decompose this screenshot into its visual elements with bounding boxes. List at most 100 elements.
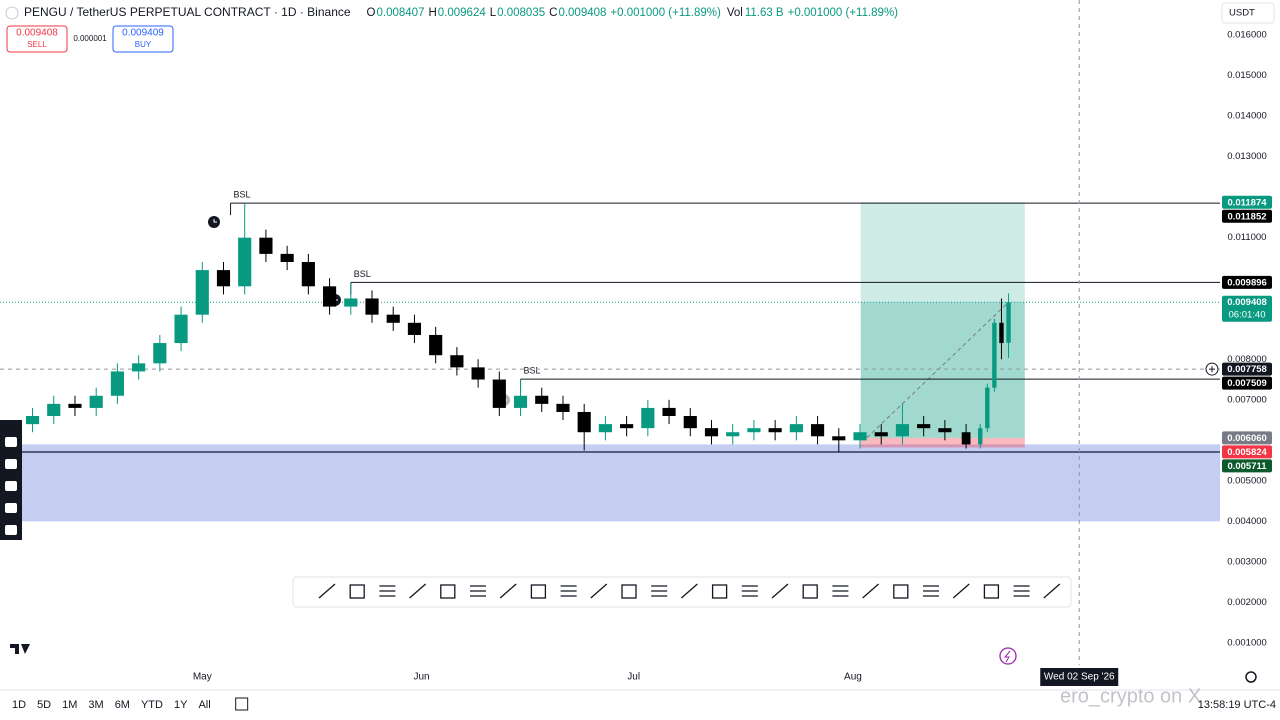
crosshair-time-box	[1040, 668, 1119, 686]
candle-body	[280, 253, 294, 262]
draw-tool[interactable]	[349, 584, 365, 599]
candle-body	[174, 314, 188, 344]
candle-body	[89, 395, 103, 408]
candle-body	[999, 322, 1004, 344]
toolbar-icon[interactable]	[5, 459, 17, 469]
y-tick-label: 0.002000	[1227, 597, 1267, 608]
replay-bolt	[1003, 650, 1011, 663]
draw-tool[interactable]	[893, 584, 909, 599]
position-stop-zone	[860, 437, 1025, 448]
settings-icon[interactable]	[1245, 671, 1257, 683]
draw-tool[interactable]	[771, 583, 789, 599]
legend-text: O	[367, 7, 376, 19]
y-tick-label: 0.015000	[1227, 70, 1267, 81]
timeframe-button[interactable]: 5D	[37, 699, 51, 711]
bsl-label: BSL	[234, 190, 251, 200]
draw-tool[interactable]	[952, 583, 970, 599]
draw-tool[interactable]	[651, 585, 668, 597]
timeframe-button[interactable]: 1M	[62, 699, 77, 711]
draw-tool[interactable]	[409, 583, 427, 599]
timeframe-button[interactable]: YTD	[141, 699, 163, 711]
sell-button[interactable]	[6, 25, 68, 53]
bsl-label: BSL	[354, 269, 371, 279]
candle-body	[153, 343, 167, 364]
candle-body	[985, 387, 990, 429]
y-tick-label: 0.013000	[1227, 151, 1267, 162]
toolbar-icon[interactable]	[5, 525, 17, 535]
timeframe-button[interactable]: 3M	[88, 699, 103, 711]
replay-icon[interactable]	[999, 647, 1017, 665]
candle-body	[47, 403, 61, 417]
x-tick-label: Aug	[844, 672, 862, 683]
legend-text: +0.001000 (+11.89%)	[610, 7, 721, 19]
price-badge-label: 0.007758	[1227, 364, 1267, 375]
candle-body	[344, 298, 358, 307]
draw-tool[interactable]	[832, 585, 849, 597]
candle-body	[429, 334, 443, 356]
candle-body	[598, 424, 612, 433]
y-tick-label: 0.003000	[1227, 556, 1267, 567]
draw-tool[interactable]	[560, 585, 577, 597]
candle-body	[978, 428, 983, 445]
draw-tool[interactable]	[470, 585, 486, 597]
candle-body	[641, 407, 655, 429]
draw-tool[interactable]	[741, 585, 758, 597]
candle-body	[853, 432, 867, 441]
candle-body	[683, 416, 697, 429]
draw-tool[interactable]	[590, 583, 608, 599]
candle-body	[301, 261, 315, 287]
symbol-icon	[5, 6, 19, 20]
candle-body	[747, 428, 761, 433]
draw-tool[interactable]	[680, 583, 698, 599]
watermark: ero_crypto on X	[1060, 685, 1201, 707]
timeframe-button[interactable]: 6M	[115, 699, 130, 711]
draw-tool[interactable]	[983, 584, 1000, 599]
bsl-label: BSL	[524, 366, 541, 376]
timeframe-button[interactable]: 1Y	[174, 699, 188, 711]
draw-tool[interactable]	[923, 585, 939, 597]
draw-tool[interactable]	[1043, 583, 1061, 599]
x-tick-label: Jul	[627, 672, 640, 683]
draw-tool[interactable]	[862, 583, 880, 599]
timeframe-button[interactable]: 1D	[12, 699, 26, 711]
draw-tool[interactable]	[499, 583, 517, 599]
toolbar-icon[interactable]	[5, 481, 17, 491]
draw-tool[interactable]	[379, 585, 396, 597]
candle-body	[577, 411, 591, 433]
draw-tool[interactable]	[711, 584, 728, 599]
toolbar-icon[interactable]	[5, 503, 17, 513]
legend-text: 0.009624	[438, 7, 487, 19]
legend-text: 0.008035	[497, 7, 545, 19]
price-badge	[1222, 445, 1272, 459]
position-target-zone	[860, 202, 1025, 438]
draw-tool[interactable]	[621, 584, 637, 599]
buy-button[interactable]	[112, 25, 174, 53]
y-tick-label: 0.011000	[1228, 232, 1267, 243]
draw-tool[interactable]	[802, 584, 818, 599]
toolbar-icon[interactable]	[5, 437, 17, 447]
price-badge	[1222, 275, 1272, 289]
candle-body	[195, 270, 209, 315]
draw-tool[interactable]	[1013, 585, 1030, 597]
candle-body	[259, 237, 273, 254]
candle-body	[662, 407, 676, 417]
draw-tool[interactable]	[530, 584, 547, 599]
draw-tool[interactable]	[440, 584, 456, 599]
timeframe-button[interactable]: All	[198, 699, 210, 711]
currency-label: USDT	[1229, 8, 1255, 19]
currency-select[interactable]	[1221, 2, 1275, 24]
price-badge	[1222, 431, 1272, 445]
x-tick-label: Jun	[413, 672, 429, 683]
draw-tool[interactable]	[318, 583, 336, 599]
candle-body	[992, 322, 997, 388]
calendar-icon[interactable]	[235, 697, 249, 711]
price-badge	[1222, 209, 1272, 223]
candle-body	[535, 395, 549, 404]
candle-body	[768, 428, 782, 433]
candle-body	[620, 424, 634, 429]
buy-price: 0.009409	[122, 28, 164, 39]
spread: 0.000001	[73, 34, 107, 43]
y-tick-label: 0.008000	[1227, 354, 1267, 365]
price-badge	[1222, 362, 1272, 376]
